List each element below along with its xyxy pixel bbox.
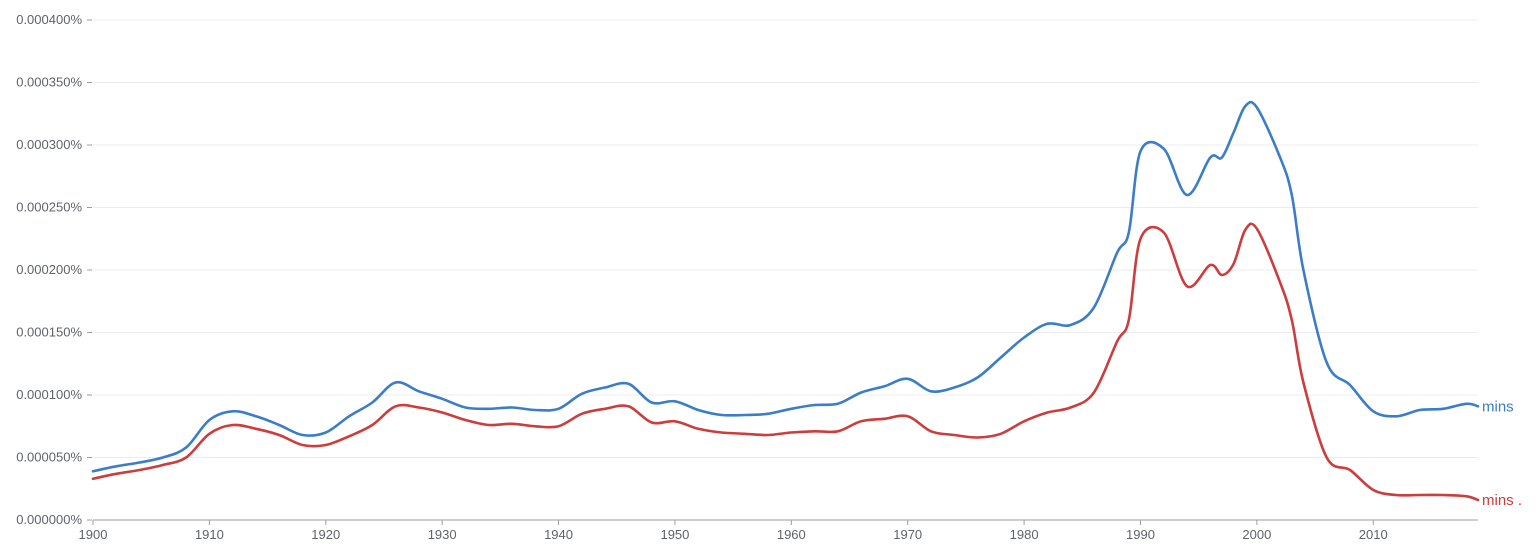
x-tick-label: 1970	[893, 527, 922, 542]
series-label-mins-period[interactable]: mins .	[1482, 492, 1522, 509]
series-line-mins[interactable]	[91, 100, 1480, 473]
series-layer	[91, 100, 1480, 502]
y-tick-label: 0.000000%	[16, 512, 82, 527]
x-tick-label: 1980	[1010, 527, 1039, 542]
series-label-layer: mins mins .	[1482, 398, 1522, 509]
series-line-mins-period[interactable]	[91, 222, 1480, 502]
y-tick-label: 0.000400%	[16, 12, 82, 27]
x-tick-label: 1910	[195, 527, 224, 542]
x-tick-label: 1950	[660, 527, 689, 542]
axis-layer: 0.000000% 0.000050% 0.000100% 0.000150% 0.00…	[16, 12, 1478, 542]
x-tick-label: 1940	[544, 527, 573, 542]
y-tick-label: 0.000100%	[16, 387, 82, 402]
x-tick-label: 1960	[777, 527, 806, 542]
x-tick-label: 1990	[1126, 527, 1155, 542]
y-tick-label: 0.000350%	[16, 75, 82, 90]
y-tick-label: 0.000150%	[16, 325, 82, 340]
x-tick-label: 1920	[311, 527, 340, 542]
x-tick-label: 1930	[428, 527, 457, 542]
y-tick-label: 0.000300%	[16, 137, 82, 152]
grid-layer	[93, 19, 1478, 521]
x-tick-label: 2000	[1242, 527, 1271, 542]
y-tick-label: 0.000200%	[16, 262, 82, 277]
x-tick-label: 1900	[79, 527, 108, 542]
x-tick-label: 2010	[1359, 527, 1388, 542]
series-label-mins[interactable]: mins	[1482, 398, 1514, 415]
y-tick-label: 0.000050%	[16, 450, 82, 465]
y-tick-label: 0.000250%	[16, 200, 82, 215]
